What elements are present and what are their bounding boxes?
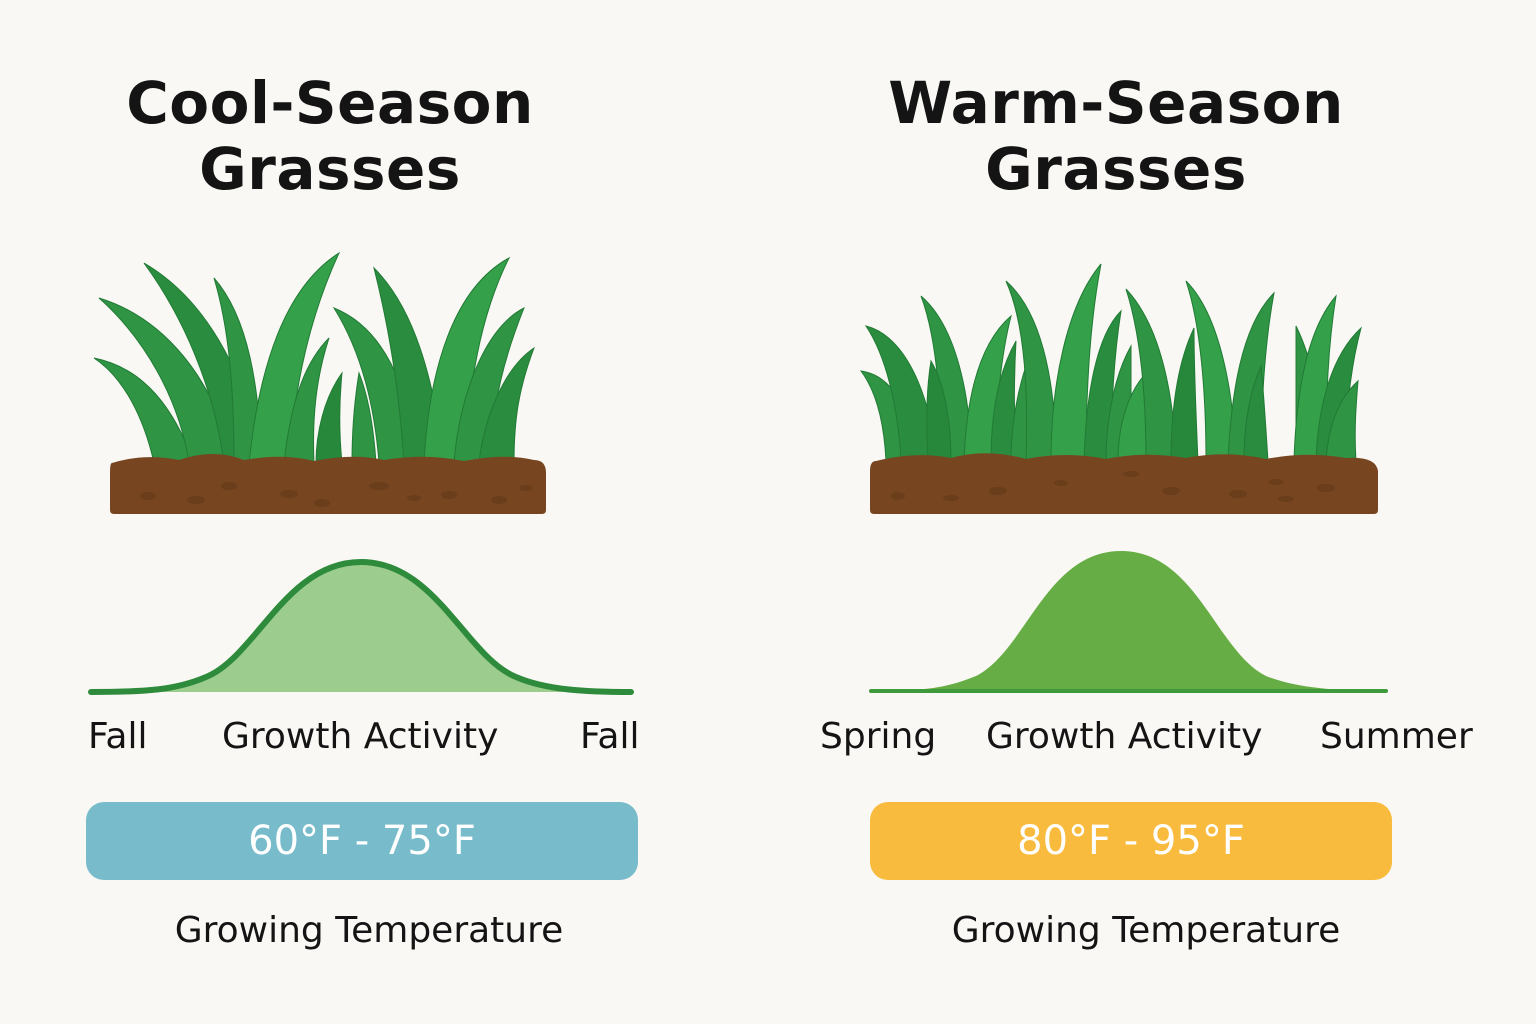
temperature-range-badge: 80°F - 95°F bbox=[870, 802, 1392, 880]
cool-season-title: Cool-Season Grasses bbox=[80, 70, 580, 202]
title-line-1: Warm-Season bbox=[888, 69, 1344, 137]
axis-label-start: Spring bbox=[820, 716, 937, 757]
soil-icon bbox=[870, 453, 1378, 514]
grass-turf-icon bbox=[859, 263, 1378, 514]
title-line-1: Cool-Season bbox=[126, 69, 534, 137]
title-line-2: Grasses bbox=[199, 135, 461, 203]
axis-label-center: Growth Activity bbox=[986, 716, 1263, 757]
growth-curve-icon bbox=[88, 558, 634, 695]
temperature-caption: Growing Temperature bbox=[951, 910, 1341, 951]
warm-season-title: Warm-Season Grasses bbox=[866, 70, 1366, 202]
temperature-caption: Growing Temperature bbox=[174, 910, 564, 951]
growth-curve-icon bbox=[869, 551, 1388, 693]
axis-label-start: Fall bbox=[88, 716, 148, 757]
axis-label-end: Summer bbox=[1320, 716, 1473, 757]
axis-label-center: Growth Activity bbox=[222, 716, 499, 757]
soil-icon bbox=[110, 454, 546, 514]
temperature-range-badge: 60°F - 75°F bbox=[86, 802, 638, 880]
title-line-2: Grasses bbox=[985, 135, 1247, 203]
grass-turf-icon bbox=[93, 251, 546, 514]
axis-label-end: Fall bbox=[580, 716, 640, 757]
